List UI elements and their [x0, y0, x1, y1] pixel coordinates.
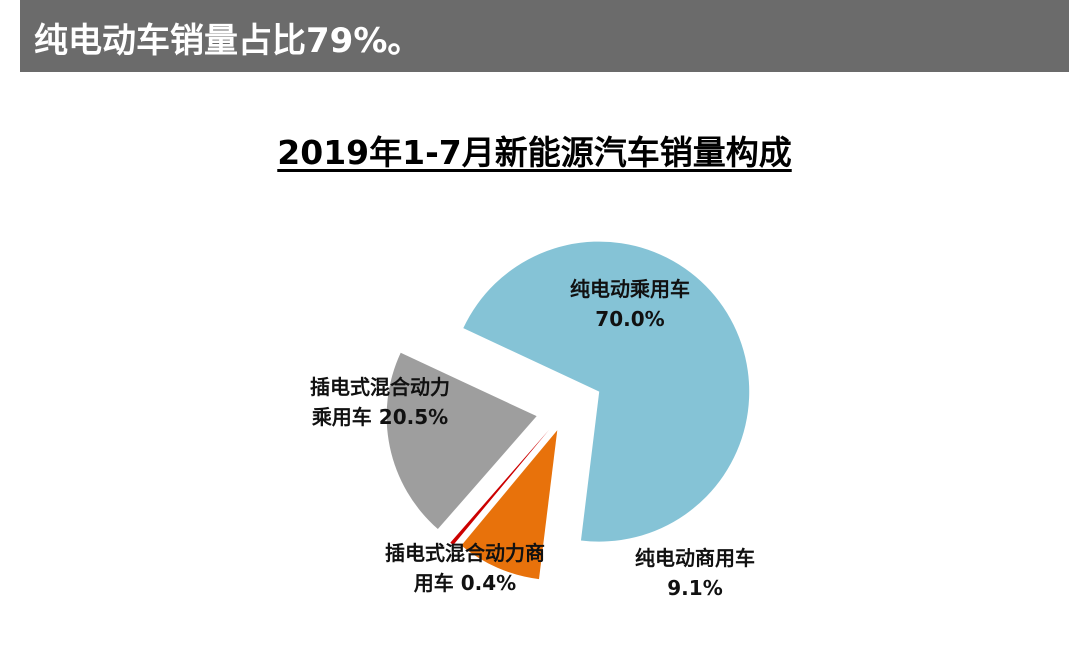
label-bev-commercial: 纯电动商用车 9.1% — [600, 543, 790, 603]
label-phev-passenger: 插电式混合动力 乘用车 20.5% — [285, 372, 475, 432]
header-banner: 纯电动车销量占比79%。 — [20, 0, 1069, 72]
label-bev-commercial-name: 纯电动商用车 — [635, 546, 755, 570]
chart-title: 2019年1-7月新能源汽车销量构成 — [0, 126, 1069, 174]
label-phev-commercial: 插电式混合动力商 用车 0.4% — [355, 538, 575, 598]
slice-phev-commercial — [450, 429, 550, 546]
label-bev-passenger: 纯电动乘用车 70.0% — [540, 274, 720, 334]
label-bev-commercial-value: 9.1% — [667, 576, 723, 600]
chart-title-text: 2019年1-7月新能源汽车销量构成 — [277, 133, 792, 172]
slice-bev-passenger — [463, 241, 750, 542]
label-bev-passenger-value: 70.0% — [595, 307, 665, 331]
label-phev-passenger-name: 插电式混合动力 — [310, 375, 450, 399]
slice-bev-commercial — [461, 430, 558, 580]
slice-phev-passenger — [386, 352, 537, 530]
label-phev-passenger-value: 乘用车 20.5% — [311, 405, 449, 429]
label-phev-commercial-name: 插电式混合动力商 — [385, 541, 545, 565]
header-text: 纯电动车销量占比79%。 — [34, 21, 422, 61]
label-bev-passenger-name: 纯电动乘用车 — [570, 277, 690, 301]
label-phev-commercial-value: 用车 0.4% — [413, 571, 517, 595]
